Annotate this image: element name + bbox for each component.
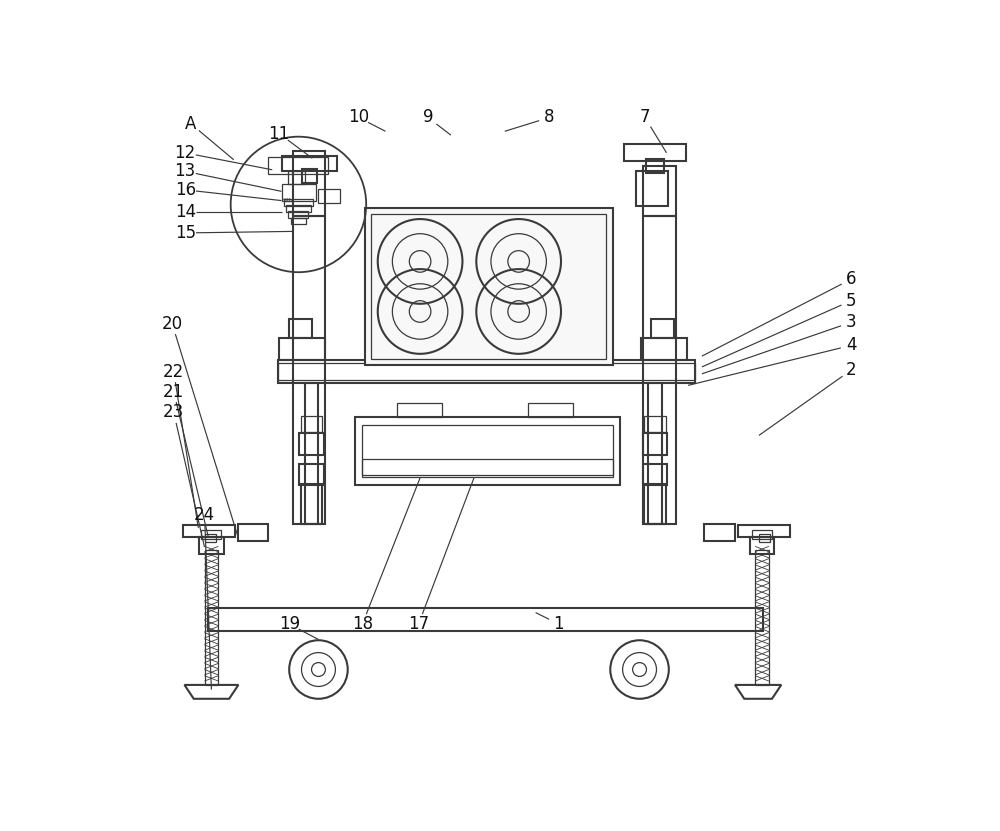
Text: A: A (185, 115, 196, 133)
Bar (362, 425, 613, 477)
Text: 21: 21 (163, 382, 184, 401)
Bar (752, 530, 772, 539)
Bar (293, 216, 325, 524)
Text: 2: 2 (846, 361, 857, 379)
Bar (291, 218, 306, 224)
Bar (238, 524, 268, 541)
Bar (651, 319, 674, 338)
Bar (282, 156, 337, 171)
Text: 15: 15 (175, 224, 196, 242)
Bar (646, 159, 664, 173)
Text: 10: 10 (348, 108, 369, 126)
Bar (305, 383, 318, 524)
Bar (755, 550, 769, 685)
Bar (362, 459, 613, 475)
Bar (208, 608, 763, 631)
Text: 1: 1 (553, 615, 564, 633)
Bar (205, 534, 216, 542)
Bar (355, 417, 620, 484)
Bar (643, 464, 667, 485)
Bar (301, 416, 322, 431)
Text: 11: 11 (269, 125, 290, 143)
Text: 23: 23 (163, 403, 184, 421)
Bar (643, 216, 676, 524)
Bar (201, 530, 221, 539)
Text: 24: 24 (194, 506, 215, 524)
Bar (648, 383, 662, 524)
Text: 17: 17 (408, 615, 429, 633)
Bar (278, 363, 695, 380)
Bar (284, 199, 313, 206)
Bar (644, 484, 666, 524)
Bar (205, 550, 218, 685)
Bar (643, 433, 667, 455)
Bar (704, 524, 735, 541)
Bar (643, 166, 676, 216)
Bar (750, 537, 774, 554)
Bar (278, 360, 695, 383)
Bar (528, 403, 573, 417)
Bar (282, 184, 316, 200)
Bar (318, 189, 340, 203)
Bar (302, 169, 317, 183)
Bar (268, 157, 328, 174)
Text: 12: 12 (175, 144, 196, 162)
Bar (397, 403, 442, 417)
Bar (759, 534, 770, 542)
Bar (641, 338, 687, 360)
Text: 14: 14 (175, 203, 196, 221)
Bar (288, 171, 305, 184)
Text: 5: 5 (846, 292, 857, 310)
Bar (289, 319, 312, 338)
Bar (624, 144, 686, 160)
Text: 9: 9 (423, 108, 433, 126)
Text: 18: 18 (352, 615, 373, 633)
Text: 6: 6 (846, 270, 857, 288)
Bar (738, 524, 790, 537)
Bar (299, 464, 324, 485)
Bar (183, 524, 235, 537)
Text: 8: 8 (544, 108, 555, 126)
Bar (279, 338, 325, 360)
Bar (286, 205, 311, 212)
Text: 20: 20 (162, 315, 183, 332)
Text: 13: 13 (175, 162, 196, 180)
Text: 19: 19 (279, 615, 300, 633)
Bar (365, 208, 613, 366)
Bar (636, 171, 668, 206)
Bar (644, 416, 666, 431)
Text: 3: 3 (846, 313, 857, 332)
Bar (288, 211, 308, 219)
Text: 7: 7 (640, 108, 650, 126)
Bar (199, 537, 224, 554)
Bar (293, 150, 325, 216)
Text: 22: 22 (163, 362, 184, 381)
Text: 16: 16 (175, 181, 196, 199)
Text: 4: 4 (846, 337, 857, 354)
Bar (371, 214, 606, 359)
Bar (301, 484, 322, 524)
Bar (299, 433, 324, 455)
